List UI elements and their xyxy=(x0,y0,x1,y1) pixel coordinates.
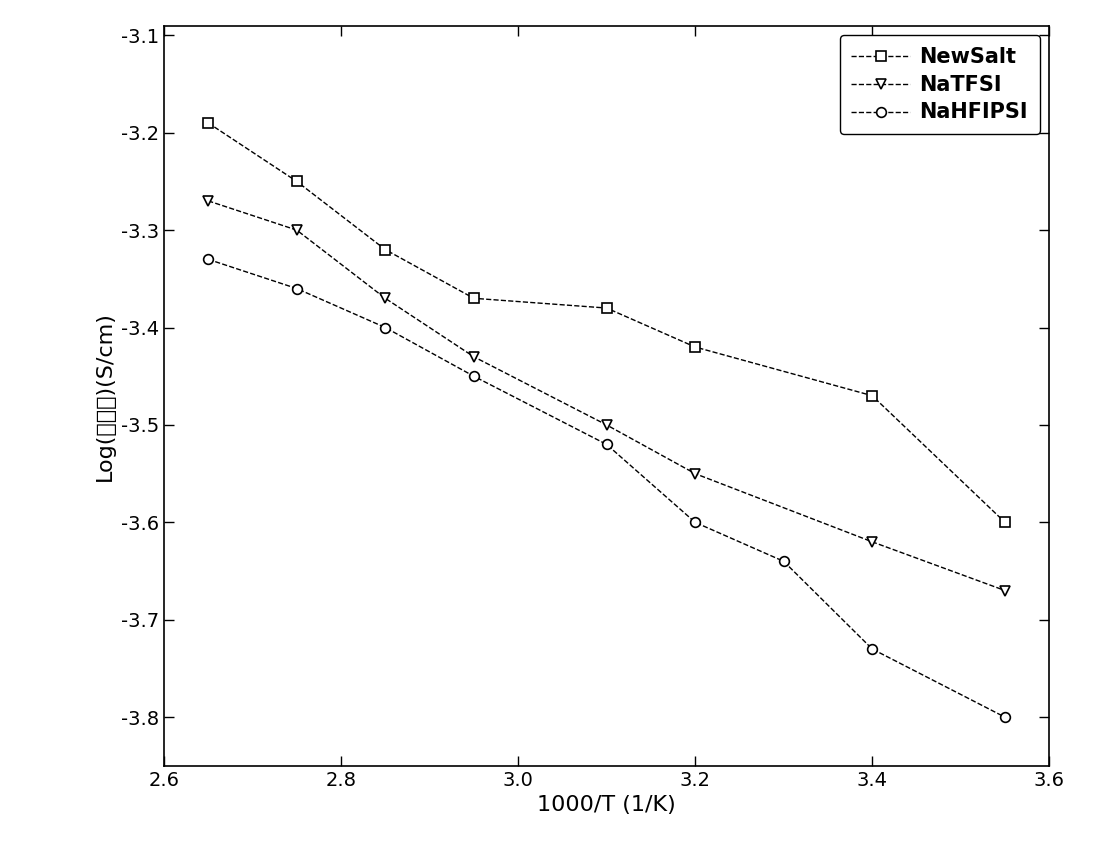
NaTFSI xyxy=(468,351,481,362)
NewSalt xyxy=(998,517,1011,528)
Legend: NewSalt, NaTFSI, NaHFIPSI: NewSalt, NaTFSI, NaHFIPSI xyxy=(839,35,1039,134)
NaHFIPSI xyxy=(378,323,391,333)
NaHFIPSI xyxy=(998,712,1011,722)
Line: NewSalt: NewSalt xyxy=(203,118,1010,528)
NewSalt xyxy=(290,176,303,186)
NaTFSI xyxy=(689,469,702,479)
NewSalt xyxy=(866,391,879,401)
NaHFIPSI xyxy=(689,517,702,528)
NaTFSI xyxy=(378,294,391,304)
NaHFIPSI xyxy=(468,371,481,381)
NewSalt xyxy=(600,303,613,313)
NewSalt xyxy=(201,117,214,128)
NaTFSI xyxy=(998,585,1011,596)
NewSalt xyxy=(689,342,702,352)
NaHFIPSI xyxy=(600,439,613,449)
NaHFIPSI xyxy=(290,283,303,294)
NaHFIPSI xyxy=(866,644,879,654)
NaTFSI xyxy=(600,420,613,430)
NaTFSI xyxy=(201,196,214,206)
NaHFIPSI xyxy=(777,557,790,567)
NewSalt xyxy=(468,294,481,304)
Line: NaTFSI: NaTFSI xyxy=(203,196,1010,596)
NaTFSI xyxy=(290,225,303,235)
NewSalt xyxy=(378,244,391,254)
X-axis label: 1000/T (1/K): 1000/T (1/K) xyxy=(538,796,675,815)
Y-axis label: Log(电导率)(S/cm): Log(电导率)(S/cm) xyxy=(95,311,115,481)
NaHFIPSI xyxy=(201,254,214,265)
NaTFSI xyxy=(866,537,879,547)
Line: NaHFIPSI: NaHFIPSI xyxy=(203,254,1010,722)
